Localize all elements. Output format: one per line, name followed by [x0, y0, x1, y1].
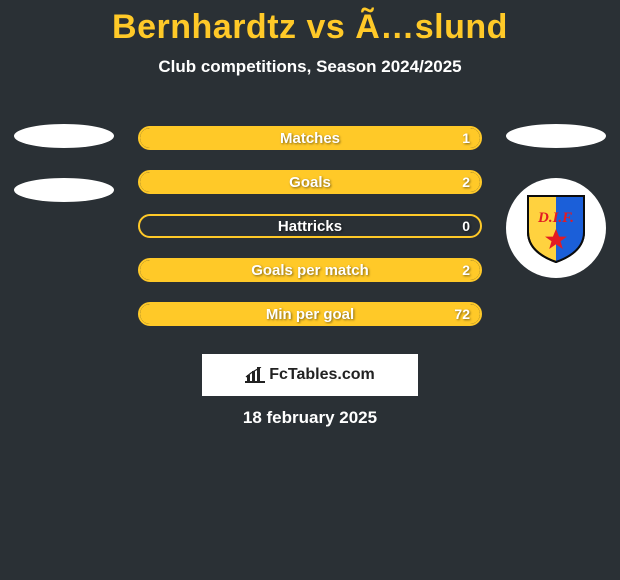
- stat-fill: [140, 172, 480, 192]
- bar-chart-icon: [245, 367, 265, 383]
- stat-row: Goals per match2: [138, 258, 482, 282]
- stat-row: Hattricks0: [138, 214, 482, 238]
- right-badge-1: [506, 124, 606, 148]
- page-title: Bernhardtz vs Ã…slund: [0, 0, 620, 47]
- stat-fill: [140, 128, 480, 148]
- svg-text:D.I.F.: D.I.F.: [537, 210, 574, 226]
- left-badge-1: [14, 124, 114, 148]
- stat-row: Goals2: [138, 170, 482, 194]
- page-subtitle: Club competitions, Season 2024/2025: [0, 57, 620, 77]
- shield-icon: D.I.F.: [525, 192, 587, 264]
- stat-fill: [140, 260, 480, 280]
- watermark-text: FcTables.com: [269, 366, 375, 384]
- stat-label: Hattricks: [140, 216, 480, 236]
- left-player-badges: [10, 124, 118, 232]
- stat-row: Matches1: [138, 126, 482, 150]
- comparison-infographic: Bernhardtz vs Ã…slund Club competitions,…: [0, 0, 620, 580]
- watermark: FcTables.com: [202, 354, 418, 396]
- stats-list: Matches1 Goals2 Hattricks0 Goals per match2…: [138, 126, 482, 346]
- stat-fill: [140, 304, 480, 324]
- left-badge-2: [14, 178, 114, 202]
- club-logo: D.I.F.: [506, 178, 606, 278]
- date-text: 18 february 2025: [0, 408, 620, 428]
- stat-value-right: 0: [462, 216, 470, 236]
- right-player-badges: D.I.F.: [502, 124, 610, 278]
- stat-row: Min per goal72: [138, 302, 482, 326]
